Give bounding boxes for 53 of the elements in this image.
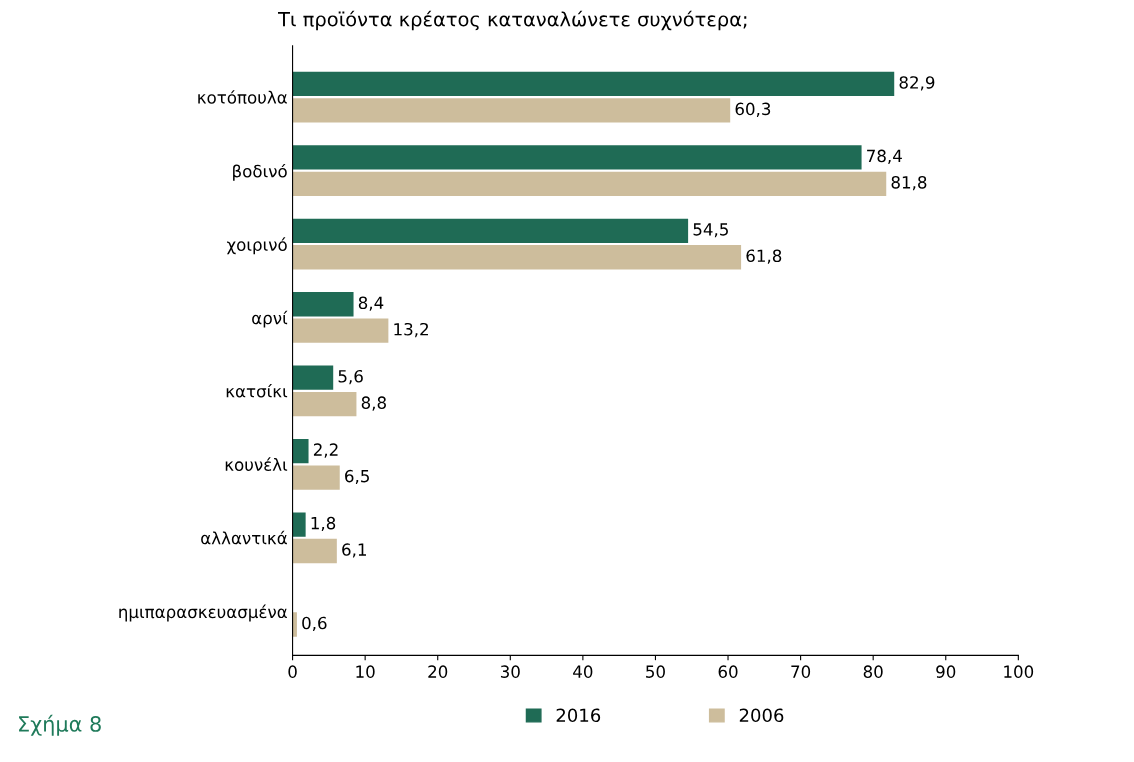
y-tick-label: αρνί [252, 310, 288, 328]
bar [292, 318, 389, 343]
x-tick-label: 10 [356, 665, 375, 678]
data-label: 6,1 [342, 543, 366, 558]
data-label: 82,9 [899, 76, 935, 91]
x-tick-label: 20 [428, 665, 448, 678]
data-label: 81,8 [891, 176, 927, 191]
chart-title: Τι προϊόντα κρέατος καταναλώνετε συχνότερα; [278, 10, 747, 31]
bar [292, 98, 731, 123]
bar [292, 145, 862, 170]
y-tick-label: ημιπαρασκευασμένα [119, 604, 287, 622]
x-tick-label: 40 [573, 665, 593, 678]
y-tick-label: κατσίκι [226, 383, 288, 398]
bar [292, 218, 689, 243]
bar [292, 71, 895, 97]
text: Σχήμα 8 [19, 714, 101, 736]
data-label: 61,8 [746, 249, 782, 264]
data-label: 78,4 [867, 149, 902, 164]
data-label: 2,2 [313, 443, 338, 458]
x-tick-label: 50 [646, 665, 665, 678]
x-tick-label: 0 [288, 665, 297, 678]
y-tick-label: αλλαντικά [201, 530, 287, 545]
x-tick-label: 70 [791, 665, 811, 678]
bar [292, 245, 742, 270]
bar [292, 365, 334, 390]
x-tick-label: 90 [936, 665, 956, 678]
data-label: 60,3 [735, 102, 771, 117]
data-label: 6,5 [345, 469, 369, 485]
y-tick-label: κουνέλι [225, 457, 288, 471]
bar [292, 465, 340, 490]
data-label: 5,6 [338, 369, 363, 385]
bar [292, 391, 357, 417]
x-tick-label: 30 [500, 665, 520, 678]
legend-label: 2006 [739, 708, 784, 723]
y-tick-label: κοτόπουλα [198, 90, 287, 104]
bar [292, 438, 309, 464]
bar [292, 171, 887, 196]
bar [292, 292, 354, 317]
data-label: 13,2 [394, 322, 428, 338]
y-tick-label: χοιρινό [226, 237, 287, 255]
x-tick-label: 60 [718, 665, 738, 678]
x-tick-label: 80 [863, 665, 883, 678]
bar [292, 538, 337, 564]
x-tick-label: 100 [1004, 665, 1034, 678]
data-label: 8,4 [358, 296, 384, 311]
data-label: 1,8 [311, 516, 336, 532]
legend-label: 2016 [556, 708, 601, 723]
data-label: 0,6 [302, 616, 327, 632]
bar [292, 612, 297, 637]
data-label: 54,5 [693, 223, 728, 238]
data-label: 8,8 [361, 396, 386, 411]
y-tick-label: βοδινό [233, 163, 287, 181]
bar [292, 512, 306, 537]
